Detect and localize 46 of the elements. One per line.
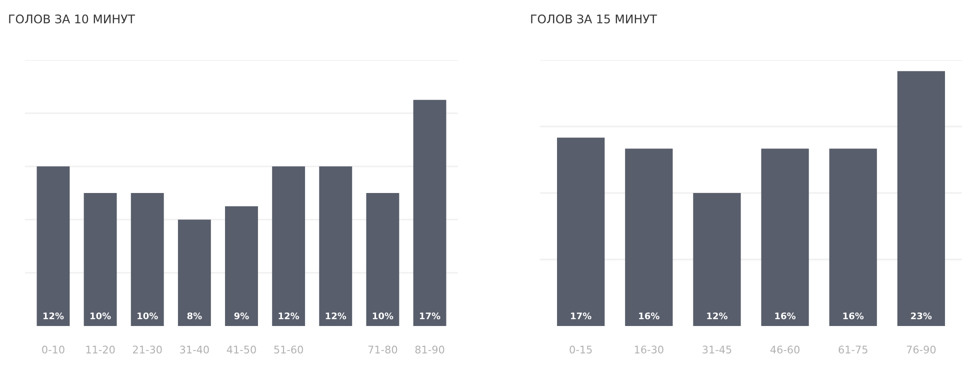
x-tick-label: 31-40 [180,346,209,354]
bar [84,193,117,326]
x-tick-label: 21-30 [133,346,162,354]
bar [897,71,945,326]
data-label: 23% [911,312,932,320]
bar [178,220,211,326]
bar [761,148,809,326]
bar [319,166,352,326]
data-label: 10% [90,312,111,320]
bar [693,193,741,326]
bar [130,193,164,326]
data-label: 12% [707,312,728,320]
data-label: 10% [372,312,394,320]
chart-title: ГОЛОВ ЗА 15 МИНУТ [531,14,658,24]
data-label: 17% [420,312,440,320]
data-label: 17% [571,312,592,320]
x-tick-label: 51-60 [274,346,304,354]
bar [36,166,70,326]
data-label: 12% [43,312,64,320]
bar [829,148,877,326]
x-tick-label: 61-75 [838,346,868,354]
bar [366,193,400,326]
bar [625,148,673,326]
data-label: 12% [278,312,300,320]
bar [272,166,306,326]
x-tick-label: 0-15 [570,346,592,354]
data-label: 10% [138,312,158,320]
x-tick-label: 41-50 [226,346,256,354]
x-tick-label: 31-45 [702,346,732,354]
data-label: 9% [234,312,249,320]
x-tick-label: 71-80 [368,346,398,354]
data-label: 16% [843,312,864,320]
x-tick-label: 11-20 [86,346,115,354]
x-tick-label: 76-90 [906,346,936,354]
data-label: 16% [775,312,796,320]
data-label: 16% [639,312,660,320]
x-tick-label: 0-10 [42,346,64,354]
x-tick-label: 16-30 [634,346,664,354]
chart-title: ГОЛОВ ЗА 10 МИНУТ [9,14,136,24]
x-tick-label: 81-90 [415,346,444,354]
bar [413,100,446,326]
bar [557,138,605,326]
data-label: 12% [326,312,346,320]
bar [225,206,258,326]
x-tick-label: 46-60 [770,346,800,354]
data-label: 8% [187,312,202,320]
